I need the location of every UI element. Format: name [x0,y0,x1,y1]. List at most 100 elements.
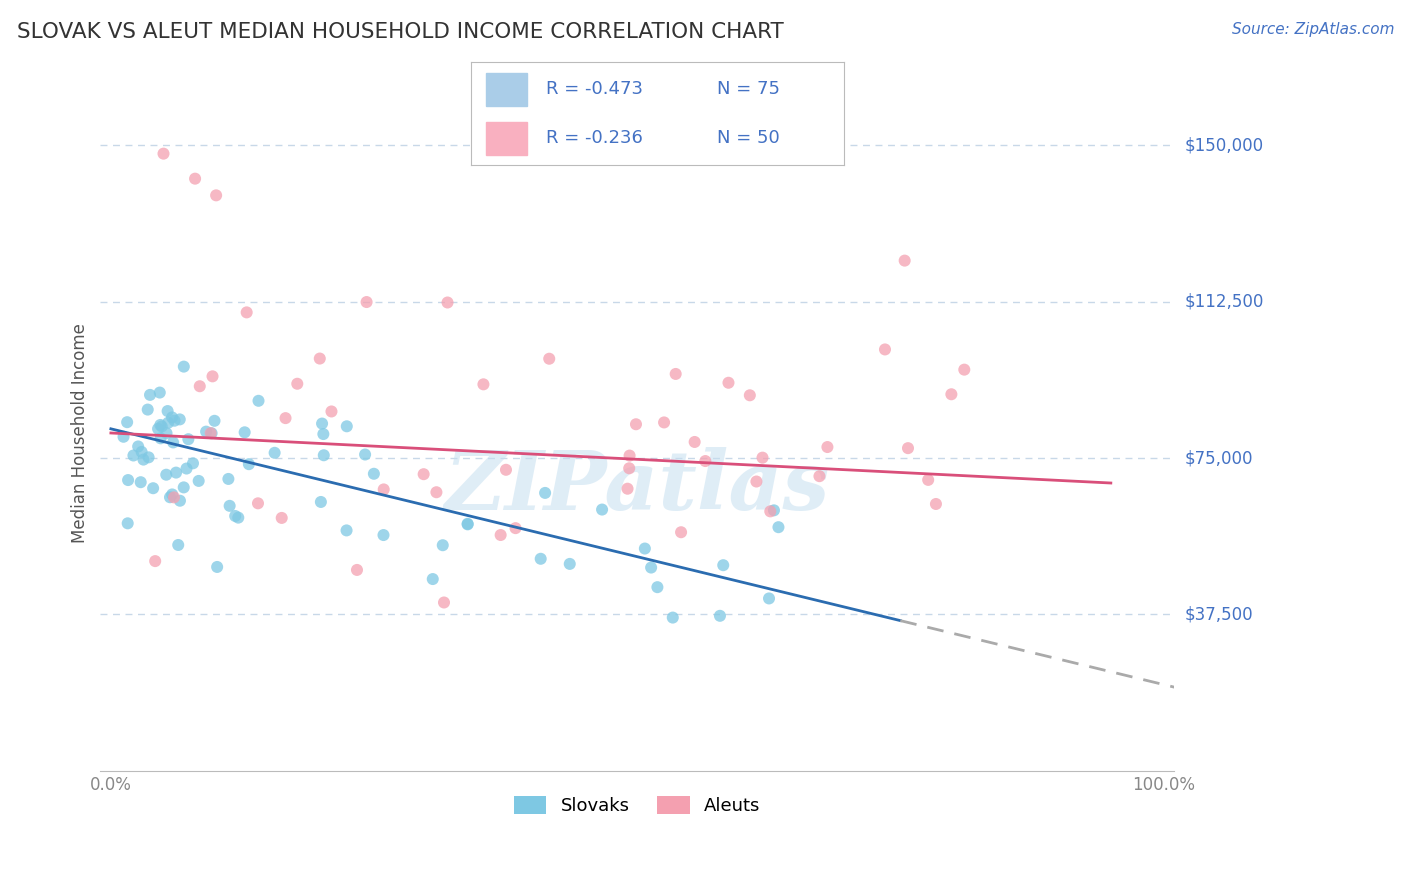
Point [181,456,204,470]
Point [534,486,557,500]
Point [152,146,174,161]
Point [457,516,479,531]
Point [233,425,256,440]
Point [925,497,948,511]
Point [432,538,454,552]
Text: N = 75: N = 75 [717,80,780,98]
Point [336,419,359,434]
Point [321,404,343,418]
Point [235,305,257,319]
Point [363,467,385,481]
Point [591,502,613,516]
Point [751,450,773,465]
Point [412,467,434,482]
Point [354,448,377,462]
Point [709,608,731,623]
Point [897,441,920,455]
Point [142,481,165,495]
Text: Source: ZipAtlas.com: Source: ZipAtlas.com [1232,22,1395,37]
Point [136,402,159,417]
Point [173,359,195,374]
Point [619,461,641,475]
Point [155,467,177,482]
Point [634,541,657,556]
Point [177,432,200,446]
Point [422,572,444,586]
Point [538,351,561,366]
FancyBboxPatch shape [486,122,527,155]
Text: ZIPatlas: ZIPatlas [444,447,830,527]
Point [683,434,706,449]
Text: R = -0.236: R = -0.236 [546,129,643,147]
Point [156,404,179,418]
Point [373,483,395,497]
Point [187,474,209,488]
Point [762,503,785,517]
Point [335,524,357,538]
Point [149,417,172,432]
Point [169,412,191,426]
Point [808,469,831,483]
Point [149,431,172,445]
Point [112,430,135,444]
Point [163,491,186,505]
Point [132,452,155,467]
Point [758,591,780,606]
Point [246,496,269,510]
Point [717,376,740,390]
Point [122,449,145,463]
Point [205,560,228,574]
Point [356,295,378,310]
Point [195,425,218,439]
Point [309,495,332,509]
Point [373,528,395,542]
Point [163,414,186,428]
Point [312,448,335,462]
Point [117,516,139,531]
Point [143,554,166,568]
Text: $112,500: $112,500 [1185,293,1264,310]
Point [489,528,512,542]
Point [184,171,207,186]
Point [167,538,190,552]
Point [176,461,198,475]
Point [149,385,172,400]
Point [160,487,183,501]
Point [115,415,138,429]
Point [759,504,782,518]
Point [146,422,169,436]
Point [425,485,447,500]
Point [768,520,790,534]
Point [662,610,685,624]
Point [226,510,249,524]
Point [312,427,335,442]
Point [619,449,641,463]
Point [311,417,333,431]
Point [218,499,240,513]
Point [224,508,246,523]
Point [155,426,177,441]
Point [188,379,211,393]
Point [495,463,517,477]
Text: $37,500: $37,500 [1185,606,1254,624]
Point [558,557,581,571]
Point [647,580,669,594]
Text: N = 50: N = 50 [717,129,780,147]
Point [274,411,297,425]
Point [893,253,915,268]
Point [530,551,553,566]
Point [157,416,180,430]
Point [505,521,527,535]
Point [201,369,224,384]
Y-axis label: Median Household Income: Median Household Income [72,323,89,543]
Point [205,188,228,202]
Point [263,446,285,460]
Point [162,435,184,450]
Point [131,445,153,459]
Point [616,482,638,496]
Point [247,393,270,408]
Point [160,410,183,425]
Point [169,493,191,508]
Point [217,472,239,486]
Point [652,416,675,430]
